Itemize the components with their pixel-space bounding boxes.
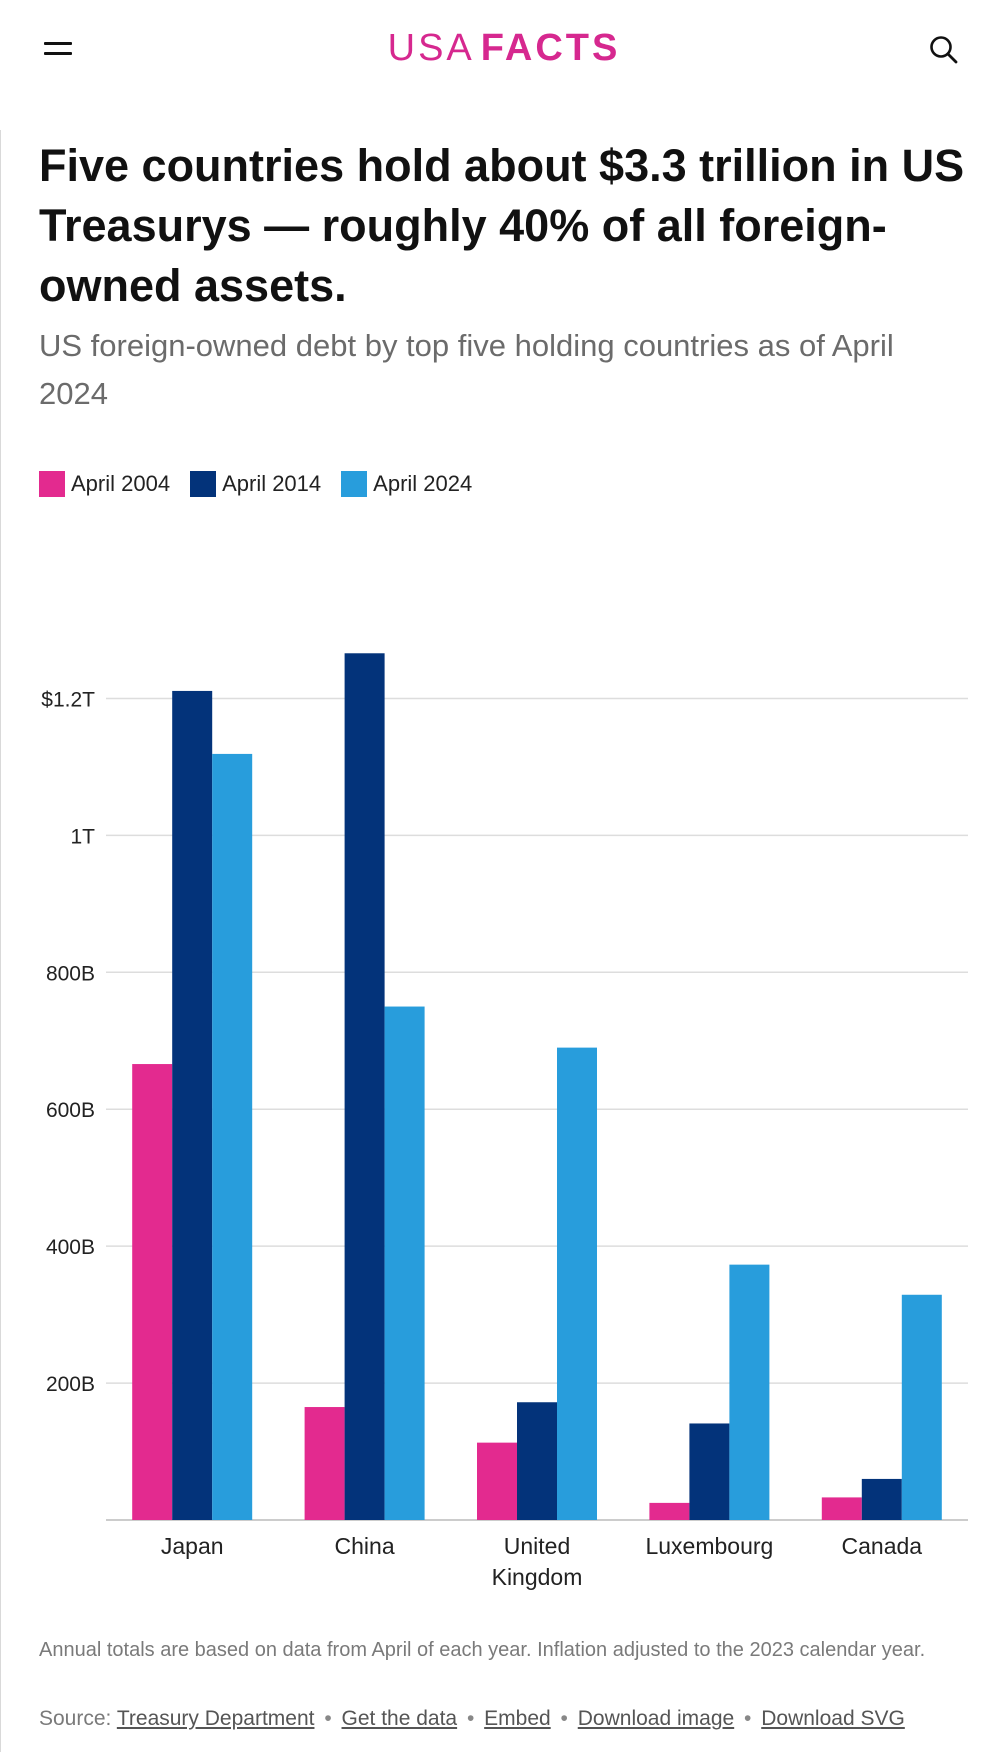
bar-april-2004-japan xyxy=(132,1064,173,1520)
hamburger-menu-icon[interactable] xyxy=(36,34,76,64)
legend-swatch-2024 xyxy=(341,471,368,497)
bar-chart: 200B 400B 600B 800B 1T $1.2T Japan China United K… xyxy=(41,653,968,1590)
bar-april-2024-united-kingdom xyxy=(557,1047,597,1520)
download-image-link[interactable]: Download image xyxy=(577,1707,735,1730)
bar-april-2004-canada xyxy=(821,1497,862,1520)
chart-footnote: Annual totals are based on data from Apr… xyxy=(39,1639,926,1661)
bar-april-2024-china xyxy=(384,1006,425,1520)
bar-april-2014-japan xyxy=(172,690,213,1520)
source-link[interactable]: Treasury Department xyxy=(116,1707,315,1730)
separator-dot: • xyxy=(744,1707,752,1730)
bar-april-2014-united-kingdom xyxy=(517,1402,557,1520)
x-tick-label-line: Canada xyxy=(842,1533,923,1559)
x-tick-label: United Kingdom xyxy=(492,1533,583,1590)
top-bar: USA FACTS xyxy=(0,0,1008,100)
usafacts-logo[interactable]: USA FACTS xyxy=(0,26,1008,70)
bar-april-2024-luxembourg xyxy=(729,1264,770,1520)
y-tick-label: 600B xyxy=(46,1099,95,1122)
bar-april-2024-japan xyxy=(212,753,253,1520)
chart-title: Five countries hold about $3.3 trillion … xyxy=(39,140,965,311)
legend-label-2014: April 2014 xyxy=(222,471,322,496)
separator-dot: • xyxy=(560,1707,568,1730)
bar-april-2014-china xyxy=(344,653,385,1520)
search-icon[interactable] xyxy=(924,30,964,70)
chart-subtitle: US foreign-owned debt by top five holdin… xyxy=(39,328,894,411)
legend-label-2024: April 2024 xyxy=(373,471,473,496)
x-tick-label: Japan xyxy=(161,1533,224,1559)
x-tick-label-line: Kingdom xyxy=(492,1564,583,1590)
bar-april-2024-canada xyxy=(901,1294,942,1520)
legend-item-2004[interactable]: April 2004 xyxy=(39,471,170,497)
legend-item-2024[interactable]: April 2024 xyxy=(341,471,472,497)
bar-april-2014-luxembourg xyxy=(689,1423,730,1520)
y-tick-label: 1T xyxy=(70,825,95,848)
bar-april-2004-united-kingdom xyxy=(477,1442,517,1520)
x-tick-label-line: Japan xyxy=(161,1533,224,1559)
bar-april-2004-luxembourg xyxy=(649,1502,690,1520)
get-data-link[interactable]: Get the data xyxy=(341,1707,458,1730)
separator-dot: • xyxy=(324,1707,332,1730)
left-divider xyxy=(0,130,1,1752)
source-line: Source: Treasury Department • Get the da… xyxy=(39,1704,989,1734)
separator-dot: • xyxy=(466,1707,475,1730)
x-tick-label: China xyxy=(335,1533,395,1559)
x-tick-label: Luxembourg xyxy=(645,1533,773,1559)
download-svg-link[interactable]: Download SVG xyxy=(761,1707,905,1730)
y-tick-label: $1.2T xyxy=(41,688,95,711)
legend-swatch-2014 xyxy=(190,471,217,497)
source-prefix: Source: xyxy=(39,1707,112,1730)
bar-april-2014-canada xyxy=(861,1478,902,1520)
x-tick-label-line: Luxembourg xyxy=(645,1533,773,1559)
logo-facts-text: FACTS xyxy=(480,27,621,69)
embed-link[interactable]: Embed xyxy=(484,1707,551,1730)
legend-item-2014[interactable]: April 2014 xyxy=(190,471,321,497)
x-tick-label: Canada xyxy=(842,1533,923,1559)
x-tick-label-line: China xyxy=(335,1533,395,1559)
y-tick-label: 400B xyxy=(46,1236,95,1259)
y-tick-label: 200B xyxy=(46,1373,95,1396)
chart-legend: April 2004 April 2014 April 2024 xyxy=(39,468,492,500)
x-tick-label-line: United xyxy=(504,1533,570,1559)
legend-label-2004: April 2004 xyxy=(71,471,171,496)
bar-april-2004-china xyxy=(304,1407,345,1520)
logo-usa-text: USA xyxy=(387,27,475,69)
legend-swatch-2004 xyxy=(39,471,65,497)
y-tick-label: 800B xyxy=(46,962,95,985)
